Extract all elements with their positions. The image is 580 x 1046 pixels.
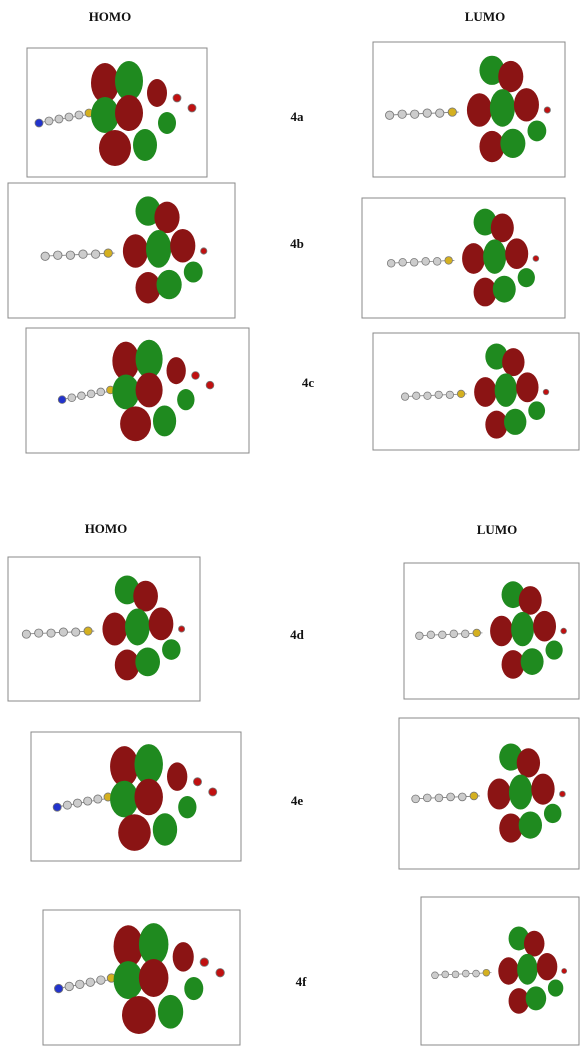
row-label: 4a [291, 109, 305, 124]
column-header: HOMO [89, 9, 132, 24]
page: HOMO LUMO 4a 4b 4c HOMO LUMO 4d 4e [0, 0, 580, 1046]
column-header: HOMO [85, 521, 128, 536]
row-label: 4b [290, 236, 304, 251]
row-label: 4c [302, 375, 315, 390]
row-label: 4f [296, 974, 308, 989]
panel-2: HOMO LUMO 4d 4e 4f [8, 521, 579, 1045]
figure: HOMO LUMO 4a 4b 4c HOMO LUMO 4d 4e [0, 0, 580, 1046]
panel-1: HOMO LUMO 4a 4b 4c [8, 9, 579, 453]
row-label: 4d [290, 627, 305, 642]
column-header: LUMO [465, 9, 505, 24]
row-label: 4e [291, 793, 304, 808]
column-header: LUMO [477, 522, 517, 537]
